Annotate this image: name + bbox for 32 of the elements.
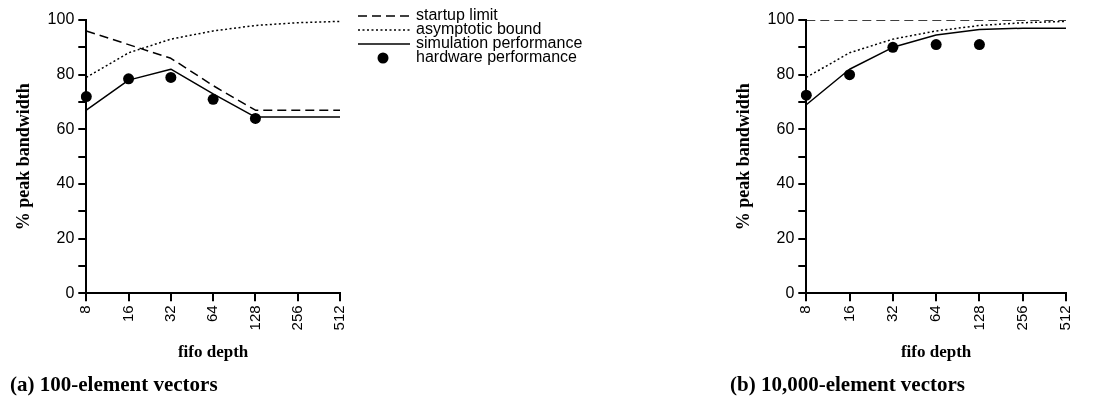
y-tick-label: 80 — [56, 65, 75, 83]
y-tick-label: 100 — [767, 10, 795, 28]
y-tick-label: 20 — [776, 229, 795, 247]
y-tick-label: 60 — [776, 119, 795, 137]
text: (a) 100-element vectors — [10, 371, 218, 396]
y-tick-label: 20 — [56, 229, 75, 247]
x-tick-label: 128 — [969, 305, 987, 331]
x-tick-label: 256 — [1012, 305, 1030, 331]
y-tick-label: 0 — [65, 283, 75, 301]
x-tick-label: 512 — [1056, 305, 1074, 331]
y-tick-label: 60 — [56, 119, 75, 137]
x-tick-label: 8 — [796, 305, 814, 314]
x-tick-label: 32 — [883, 305, 900, 323]
x-tick-label: 32 — [161, 305, 178, 323]
x-tick-label: 256 — [287, 305, 305, 331]
y-tick-label: 80 — [776, 65, 795, 83]
y-tick-label: 40 — [776, 174, 795, 192]
text: (b) 10,000-element vectors — [730, 371, 965, 396]
y-tick-label: 100 — [47, 10, 75, 28]
x-tick-label: 128 — [245, 305, 263, 331]
x-tick-label: 512 — [330, 305, 348, 331]
x-tick-label: 64 — [203, 305, 221, 323]
x-axis-title: fifo depth — [177, 341, 249, 361]
x-axis-title: fifo depth — [900, 341, 972, 361]
x-tick-label: 8 — [76, 305, 94, 314]
x-tick-label: 16 — [118, 305, 136, 323]
y-axis-title: % peak bandwidth — [13, 83, 34, 231]
x-tick-label: 64 — [926, 305, 944, 323]
x-tick-label: 16 — [839, 305, 857, 323]
y-tick-label: 40 — [56, 174, 75, 192]
y-tick-label: 0 — [785, 283, 795, 301]
y-axis-title: % peak bandwidth — [733, 83, 754, 231]
